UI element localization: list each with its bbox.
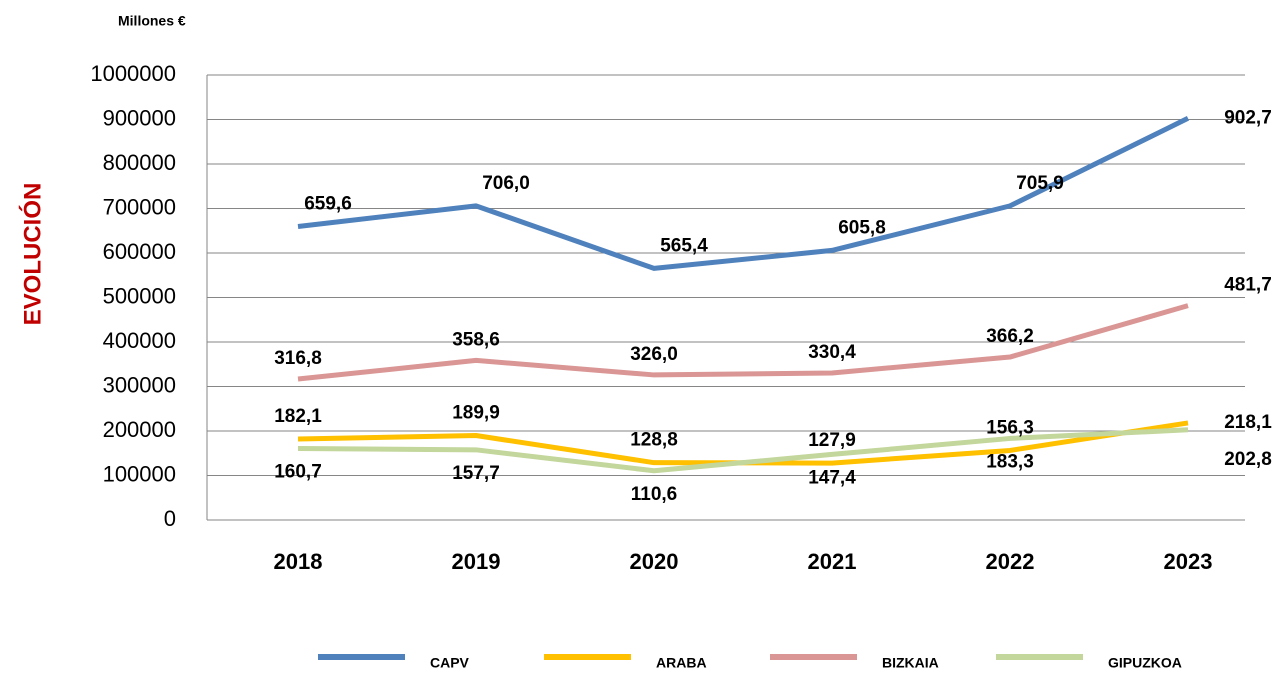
data-label: 565,4 — [660, 235, 708, 256]
data-label: 366,2 — [986, 326, 1034, 347]
data-label: 128,8 — [630, 430, 678, 451]
y-tick-label: 500000 — [103, 283, 176, 308]
y-tick-label: 700000 — [103, 194, 176, 219]
y-tick-label: 600000 — [103, 239, 176, 264]
legend-label: CAPV — [430, 655, 470, 671]
data-label: 902,7 — [1224, 107, 1272, 128]
data-label: 183,3 — [986, 451, 1034, 472]
data-label: 127,9 — [808, 430, 856, 451]
data-label: 358,6 — [452, 329, 500, 350]
x-tick-label: 2021 — [808, 549, 857, 574]
y-tick-label: 900000 — [103, 105, 176, 130]
data-label: 156,3 — [986, 417, 1034, 438]
x-tick-label: 2023 — [1164, 549, 1213, 574]
unit-label: Millones € — [118, 13, 186, 29]
x-tick-label: 2022 — [986, 549, 1035, 574]
series-line — [297, 420, 1189, 466]
data-label: 330,4 — [808, 342, 856, 363]
data-label: 202,8 — [1224, 449, 1272, 470]
y-tick-label: 100000 — [103, 461, 176, 486]
data-label: 705,9 — [1016, 173, 1064, 194]
data-label: 110,6 — [631, 484, 678, 505]
data-label: 706,0 — [482, 173, 530, 194]
data-label: 218,1 — [1224, 412, 1272, 433]
y-axis-label: EVOLUCIÓN — [18, 183, 46, 326]
y-tick-label: 400000 — [103, 328, 176, 353]
y-tick-label: 300000 — [103, 372, 176, 397]
legend-label: ARABA — [656, 655, 707, 671]
x-tick-label: 2018 — [274, 549, 323, 574]
data-label: 157,7 — [452, 463, 500, 484]
legend-label: BIZKAIA — [882, 655, 939, 671]
x-tick-label: 2019 — [452, 549, 501, 574]
data-label: 189,9 — [452, 403, 500, 424]
legend-label: GIPUZKOA — [1108, 655, 1182, 671]
data-label: 605,8 — [838, 217, 886, 238]
series-line — [297, 427, 1189, 474]
data-label: 316,8 — [274, 348, 322, 369]
series-line — [297, 116, 1190, 271]
data-label: 147,4 — [808, 467, 856, 488]
data-label: 659,6 — [304, 193, 352, 214]
series-line — [297, 303, 1189, 382]
x-tick-label: 2020 — [630, 549, 679, 574]
y-tick-label: 800000 — [103, 150, 176, 175]
data-label: 481,7 — [1224, 275, 1272, 296]
data-label: 182,1 — [274, 406, 322, 427]
y-tick-label: 0 — [164, 506, 176, 531]
y-tick-label: 1000000 — [90, 61, 176, 86]
y-tick-label: 200000 — [103, 417, 176, 442]
data-label: 326,0 — [630, 344, 678, 365]
data-label: 160,7 — [274, 462, 322, 483]
